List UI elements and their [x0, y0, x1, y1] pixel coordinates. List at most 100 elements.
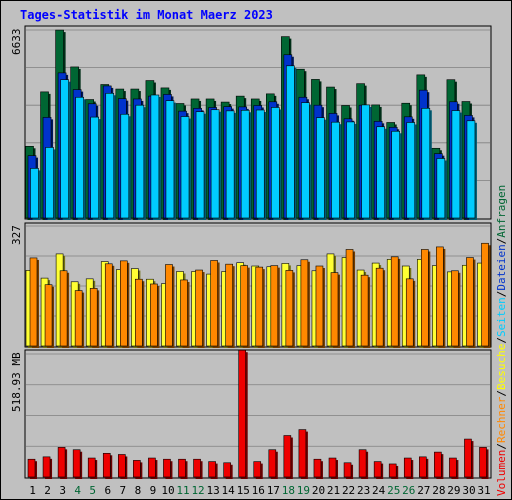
bar-rechner — [225, 263, 233, 347]
bar-volumen — [208, 461, 216, 478]
legend-separator: / — [495, 238, 508, 245]
x-tick-label: 1 — [29, 484, 36, 497]
bar-volumen — [193, 458, 201, 478]
plot-area-volume — [24, 349, 492, 479]
bar-rechner — [74, 290, 83, 347]
legend-entry-besuche: Besuche — [495, 344, 508, 390]
bar-volumen — [434, 451, 442, 478]
x-tick-labels: 1 2 3 4 5 6 7 8 9 10 11 12 13 14 15 16 17 18 19 20 21 22 23 24 2… — [29, 484, 490, 497]
bar-seiten — [240, 109, 250, 219]
x-tick-label: 25 — [387, 484, 400, 497]
bar-volumen — [343, 462, 352, 478]
bar-seiten — [286, 65, 295, 219]
panel-volume: 518.93 MB — [10, 349, 492, 479]
bar-volumen — [373, 461, 382, 478]
x-tick-label: 9 — [150, 484, 157, 497]
bar-volumen — [358, 449, 367, 478]
x-tick-label: 7 — [120, 484, 127, 497]
bar-seiten — [436, 158, 446, 219]
bar-rechner — [135, 278, 143, 347]
bar-rechner — [285, 270, 294, 347]
bar-rechner — [44, 284, 53, 347]
bar-rechner — [436, 246, 444, 347]
y-max-label-hits: 6633 — [10, 29, 23, 56]
bar-volumen — [449, 457, 457, 478]
x-tick-label: 10 — [161, 484, 174, 497]
legend: Volumen/Rechner/Besuche/Seiten/Dateien/A… — [495, 185, 508, 496]
x-tick-label: 4 — [74, 484, 81, 497]
bar-rechner — [420, 249, 429, 347]
bar-rechner — [29, 257, 38, 347]
x-tick-label: 18 — [282, 484, 295, 497]
x-tick-label: 19 — [297, 484, 310, 497]
bar-rechner — [59, 270, 68, 347]
bar-volumen — [42, 456, 51, 478]
x-tick-label: 3 — [59, 484, 66, 497]
bar-rechner — [255, 266, 264, 347]
x-tick-label: 5 — [89, 484, 96, 497]
bar-rechner — [210, 260, 218, 347]
x-tick-label: 31 — [477, 484, 490, 497]
bar-seiten — [195, 111, 205, 219]
x-tick-label: 14 — [222, 484, 236, 497]
legend-entry-seiten: Seiten — [495, 297, 508, 337]
x-tick-label: 16 — [252, 484, 265, 497]
bar-rechner — [451, 270, 459, 347]
bar-seiten — [60, 79, 69, 219]
x-tick-label: 20 — [312, 484, 325, 497]
bar-seiten — [180, 116, 190, 219]
legend-entry-volumen: Volumen — [495, 450, 508, 496]
bar-volumen — [418, 456, 427, 478]
bar-seiten — [361, 104, 370, 219]
x-tick-label: 26 — [402, 484, 415, 497]
bar-volumen — [223, 462, 231, 478]
bar-seiten — [45, 147, 54, 219]
bar-seiten — [225, 110, 235, 219]
bar-seiten — [90, 116, 99, 219]
bar-volumen — [72, 449, 81, 478]
bar-seiten — [406, 122, 416, 219]
bar-seiten — [165, 100, 175, 219]
legend-separator: / — [495, 390, 508, 397]
x-tick-label: 6 — [104, 484, 111, 497]
legend-separator: / — [495, 443, 508, 450]
bar-volumen — [268, 449, 277, 478]
bar-volumen — [57, 447, 66, 478]
bar-rechner — [120, 260, 128, 347]
legend-entry-anfragen: Anfragen — [495, 185, 508, 238]
bar-rechner — [270, 265, 279, 347]
legend-entry-rechner: Rechner — [495, 396, 508, 443]
bar-seiten — [75, 96, 84, 219]
bar-seiten — [120, 113, 130, 219]
bar-seiten — [346, 121, 355, 219]
bar-seiten — [210, 109, 220, 219]
x-tick-label: 15 — [237, 484, 250, 497]
bar-rechner — [375, 267, 384, 347]
bar-volumen — [313, 458, 322, 478]
x-tick-label: 30 — [462, 484, 475, 497]
bar-seiten — [255, 109, 265, 219]
bar-volumen — [403, 457, 412, 478]
x-tick-label: 28 — [432, 484, 445, 497]
bar-seiten — [331, 121, 340, 219]
legend-entry-dateien: Dateien — [495, 244, 508, 290]
bar-rechner — [390, 256, 399, 347]
x-tick-label: 8 — [135, 484, 142, 497]
bar-seiten — [150, 94, 160, 219]
bar-volumen — [388, 463, 397, 478]
bar-rechner — [89, 288, 98, 347]
bar-volumen — [238, 349, 246, 478]
bar-rechner — [360, 274, 369, 347]
bar-volumen — [178, 458, 186, 478]
x-tick-label: 27 — [417, 484, 430, 497]
bar-rechner — [240, 265, 248, 347]
bar-rechner — [345, 249, 354, 347]
x-tick-label: 2 — [44, 484, 51, 497]
bar-volumen — [118, 454, 126, 478]
bar-volumen — [328, 457, 337, 478]
bar-seiten — [421, 108, 431, 219]
panel-visitors: 327 — [10, 222, 492, 348]
legend-separator: / — [495, 337, 508, 344]
bar-volumen — [133, 460, 141, 478]
bar-volumen — [479, 447, 487, 478]
